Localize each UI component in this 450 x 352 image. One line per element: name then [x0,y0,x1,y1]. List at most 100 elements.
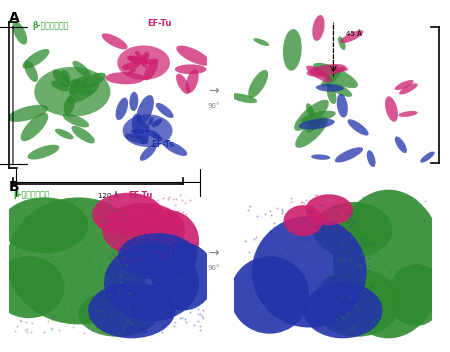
Point [108,312,115,317]
Ellipse shape [136,210,199,272]
Point [15,279,22,284]
Point [340,301,347,307]
Point [91,213,99,219]
Point [347,294,354,300]
Point [254,274,261,279]
Point [404,195,411,200]
Point [292,229,299,235]
Point [320,207,327,213]
Point [356,310,364,315]
Point [180,258,187,264]
Ellipse shape [142,52,149,63]
Point [189,296,196,301]
Point [254,259,261,264]
Point [150,230,158,235]
Point [148,235,155,241]
Point [318,202,325,208]
Point [111,243,118,249]
Ellipse shape [313,269,400,337]
Point [421,238,428,244]
Ellipse shape [104,244,199,321]
Point [71,212,78,217]
Point [274,279,282,285]
Ellipse shape [102,203,185,257]
Point [114,257,121,263]
Point [154,307,161,313]
Point [68,307,76,312]
Point [178,219,185,225]
Point [45,285,53,291]
Ellipse shape [311,155,330,160]
Ellipse shape [116,98,128,120]
Point [345,201,352,207]
Point [38,241,45,247]
Point [182,262,189,267]
Point [93,233,100,238]
Point [53,265,60,270]
Ellipse shape [284,205,323,236]
Point [63,294,71,300]
Point [342,272,349,278]
Point [76,281,83,286]
Point [420,218,427,223]
Point [320,263,327,269]
Point [153,279,160,285]
Point [259,293,266,298]
Point [110,241,117,246]
Ellipse shape [140,130,148,134]
Point [163,220,171,226]
Point [153,219,160,225]
Point [379,198,386,203]
Point [311,283,318,289]
Point [352,224,359,229]
Point [199,297,206,302]
Point [423,291,430,297]
Point [121,256,128,261]
Point [40,228,47,234]
Point [399,237,406,243]
Point [359,277,366,282]
Point [335,256,342,262]
Ellipse shape [313,202,392,258]
Ellipse shape [176,45,211,65]
Point [356,243,363,248]
Point [147,259,154,265]
Point [367,324,374,330]
Point [164,197,171,202]
Point [170,196,177,202]
Point [407,235,414,241]
Point [55,245,63,251]
Point [128,214,135,220]
Point [386,201,393,207]
Point [187,305,194,311]
Point [268,212,275,218]
Point [171,232,179,237]
Point [299,199,306,205]
Ellipse shape [128,68,136,75]
Point [333,212,340,217]
Ellipse shape [347,119,369,136]
Point [10,272,18,278]
Ellipse shape [72,126,95,143]
Point [184,282,192,288]
Point [367,296,374,302]
Point [113,294,120,300]
Point [199,315,206,321]
Point [15,251,22,257]
Point [36,225,43,231]
Point [356,261,363,266]
Ellipse shape [312,15,324,41]
Point [386,200,393,205]
Point [126,321,134,327]
Point [196,250,203,255]
Point [333,218,340,224]
Point [130,241,137,247]
Point [147,276,154,282]
Ellipse shape [303,283,382,338]
Ellipse shape [128,57,138,61]
Point [302,197,309,203]
Point [122,262,129,268]
Point [117,279,124,285]
Ellipse shape [152,119,162,127]
Point [337,240,344,246]
